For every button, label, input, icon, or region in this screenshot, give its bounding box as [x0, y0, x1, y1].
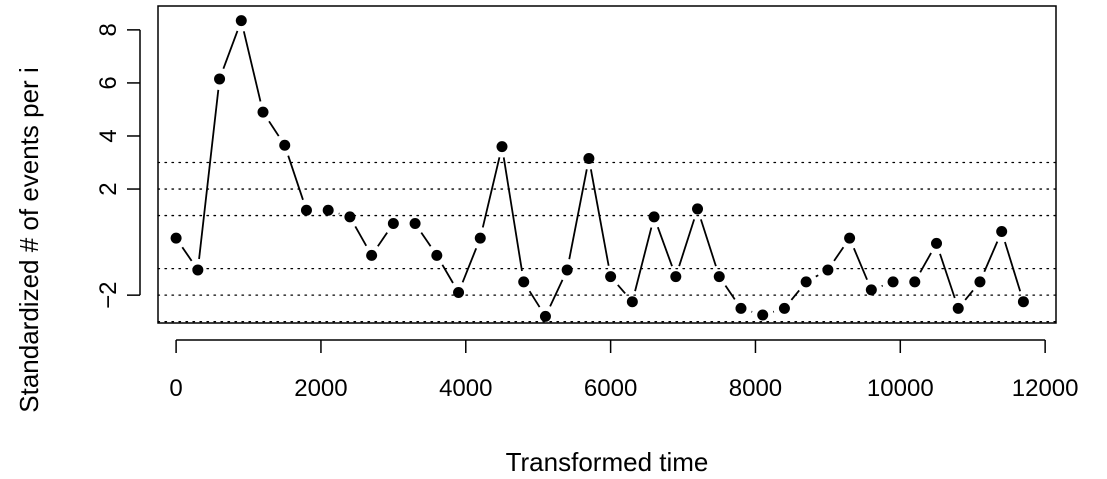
- series-segment: [198, 89, 220, 260]
- series-segment: [919, 252, 932, 273]
- y-tick-label: 2: [95, 182, 122, 195]
- y-axis: −2 2 4 6 8: [95, 23, 141, 309]
- data-point: [300, 204, 312, 216]
- x-axis-title: Transformed time: [506, 447, 709, 477]
- series-segment: [354, 226, 368, 247]
- data-point: [431, 249, 443, 261]
- y-tick-label: −2: [95, 281, 122, 308]
- series-segment: [377, 232, 388, 247]
- data-point: [387, 218, 399, 230]
- series-segment: [590, 169, 610, 266]
- data-point: [735, 302, 747, 314]
- series-segment: [1004, 241, 1022, 292]
- series-segment: [502, 157, 523, 272]
- x-axis: 0 2000 4000 6000 8000 10000 12000: [169, 339, 1079, 402]
- series-segment: [287, 155, 304, 201]
- reference-lines: [157, 161, 1057, 323]
- series-segment: [678, 219, 696, 267]
- data-point: [778, 302, 790, 314]
- series-segment: [964, 289, 974, 301]
- data-point: [409, 218, 421, 230]
- x-tick-label: 8000: [729, 375, 782, 402]
- data-point: [648, 211, 660, 223]
- series-segment: [790, 289, 800, 301]
- series-segment: [461, 247, 478, 283]
- plot-frame: [157, 5, 1057, 324]
- data-point: [996, 225, 1008, 237]
- data-point: [453, 286, 465, 298]
- series-segment: [815, 274, 819, 278]
- series-segment: [181, 246, 193, 262]
- data-point: [670, 271, 682, 283]
- series-segment: [568, 169, 588, 260]
- data-point: [344, 211, 356, 223]
- data-point: [539, 310, 551, 322]
- series-segment: [549, 279, 564, 307]
- data-point: [235, 15, 247, 27]
- data-point: [279, 139, 291, 151]
- data-point: [496, 141, 508, 153]
- y-tick-label: 4: [95, 129, 122, 142]
- data-point: [713, 271, 725, 283]
- data-point: [1017, 296, 1029, 308]
- series-segment: [617, 284, 626, 295]
- y-axis-title: Standardized # of events per i: [14, 67, 44, 412]
- data-point: [605, 271, 617, 283]
- series-segment: [420, 232, 432, 247]
- series-segment: [656, 226, 673, 267]
- series-segment: [441, 264, 454, 284]
- y-tick-label: 6: [95, 76, 122, 89]
- data-point: [322, 204, 334, 216]
- series-segment: [242, 31, 262, 102]
- x-tick-label: 10000: [867, 375, 934, 402]
- series-segment: [724, 285, 736, 300]
- data-point: [474, 232, 486, 244]
- series-segment: [528, 290, 541, 308]
- data-point: [583, 153, 595, 165]
- data-point: [974, 276, 986, 288]
- data-point: [822, 264, 834, 276]
- data-point: [561, 264, 573, 276]
- data-point: [844, 232, 856, 244]
- series-segment: [983, 241, 999, 273]
- y-tick-label: 8: [95, 23, 122, 36]
- series-segment: [222, 30, 239, 69]
- x-tick-label: 4000: [439, 375, 492, 402]
- series-points: [170, 15, 1029, 322]
- x-tick-label: 12000: [1012, 375, 1079, 402]
- series-segment: [700, 219, 717, 267]
- data-point: [865, 284, 877, 296]
- data-point: [909, 276, 921, 288]
- series-segment: [853, 247, 868, 281]
- data-point: [214, 73, 226, 85]
- data-point: [257, 106, 269, 118]
- data-point: [518, 276, 530, 288]
- data-point: [952, 302, 964, 314]
- data-point: [887, 276, 899, 288]
- series-segment: [939, 253, 956, 299]
- data-point: [626, 296, 638, 308]
- x-tick-label: 6000: [584, 375, 637, 402]
- x-tick-label: 2000: [294, 375, 347, 402]
- series-segment: [833, 246, 845, 262]
- data-point: [800, 276, 812, 288]
- x-tick-label: 0: [169, 375, 182, 402]
- series-segment: [268, 120, 280, 137]
- data-point: [692, 203, 704, 215]
- data-point: [757, 309, 769, 321]
- data-point: [170, 232, 182, 244]
- series-segment: [481, 157, 501, 228]
- data-point: [366, 249, 378, 261]
- series-segment: [634, 227, 653, 292]
- series-segments: [181, 30, 1022, 313]
- data-point: [931, 237, 943, 249]
- data-point: [192, 264, 204, 276]
